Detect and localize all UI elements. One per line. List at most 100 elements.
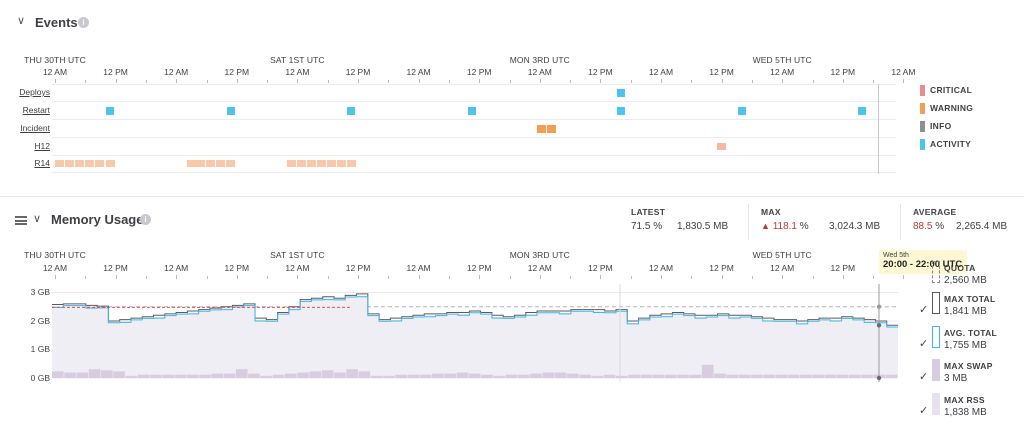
legend-check-icon[interactable]: ✓ [919, 371, 929, 383]
r14-event[interactable] [206, 160, 215, 167]
r14-event[interactable] [65, 160, 74, 167]
swap-bar [284, 373, 297, 378]
legend-series-value: 1,755 MB [944, 340, 987, 351]
stat-latest-label: LATEST [631, 207, 666, 217]
axis-hour-label: 12 PM [466, 67, 492, 77]
menu-icon[interactable] [15, 216, 27, 225]
legend-swatch[interactable] [932, 292, 940, 314]
axis-hour-label: 12 AM [770, 263, 795, 273]
swap-bar [370, 375, 383, 378]
r14-event[interactable] [327, 160, 336, 167]
event-row-label[interactable]: H12 [34, 141, 50, 151]
r14-event[interactable] [287, 160, 296, 167]
r14-event[interactable] [216, 160, 225, 167]
legend-swatch[interactable] [932, 261, 940, 283]
restart-event[interactable] [617, 107, 625, 115]
axis-tick [721, 275, 723, 279]
stat-average-label: AVERAGE [913, 207, 957, 217]
legend-swatch[interactable] [932, 359, 940, 381]
restart-event[interactable] [468, 107, 476, 115]
swap-bar [223, 373, 236, 378]
r14-event[interactable] [196, 160, 205, 167]
r14-event[interactable] [106, 160, 115, 167]
legend-series-name[interactable]: AVG. TOTAL [944, 328, 998, 338]
r14-event[interactable] [75, 160, 84, 167]
legend-swatch[interactable] [932, 326, 940, 348]
r14-event[interactable] [95, 160, 104, 167]
swap-bar [542, 372, 555, 378]
restart-event[interactable] [347, 107, 355, 115]
restart-event[interactable] [227, 107, 235, 115]
axis-day-label: WED 5TH UTC [752, 55, 812, 65]
swap-bar [383, 375, 395, 378]
deploy-event[interactable] [617, 89, 625, 97]
axis-tick [327, 276, 329, 279]
axis-hour-label: 12 PM [224, 263, 250, 273]
stat-max-pct-unit: % [799, 221, 809, 232]
info-icon[interactable]: i [78, 17, 89, 28]
event-row-label[interactable]: R14 [34, 158, 50, 168]
axis-tick [903, 275, 905, 279]
event-row-label[interactable]: Incident [20, 123, 50, 133]
restart-event[interactable] [738, 107, 746, 115]
axis-tick [509, 276, 511, 279]
axis-tick [55, 275, 56, 279]
axis-tick [358, 79, 359, 83]
swap-bar [640, 374, 653, 378]
swap-bar [125, 375, 138, 378]
swap-bar [616, 375, 628, 378]
swap-bar [444, 373, 457, 378]
swap-bar [665, 374, 677, 378]
h12-event[interactable] [717, 143, 726, 150]
legend-label: ACTIVITY [930, 139, 972, 149]
axis-tick [206, 276, 208, 279]
incident-event[interactable] [547, 125, 556, 133]
r14-event[interactable] [347, 160, 356, 167]
stat-max-value: ▲ 118.1 % [761, 221, 809, 232]
r14-event[interactable] [187, 160, 196, 167]
stat-average-pct: 88.5 [913, 221, 933, 232]
r14-event[interactable] [55, 160, 64, 167]
legend-check-icon[interactable]: ✓ [919, 405, 929, 417]
info-icon[interactable]: i [140, 214, 151, 225]
swap-bar [836, 374, 849, 378]
legend-series-name[interactable]: QUOTA [944, 263, 976, 273]
avg-total-line [52, 296, 898, 328]
event-row-label[interactable]: Restart [22, 105, 50, 115]
axis-tick [691, 276, 693, 279]
r14-event[interactable] [307, 160, 316, 167]
r14-event[interactable] [317, 160, 326, 167]
event-row-label[interactable]: Deploys [19, 87, 50, 97]
chevron-down-icon[interactable]: ∨ [17, 15, 26, 27]
r14-event[interactable] [337, 160, 346, 167]
tooltip-range: 20:00 - 22:00 UTC [883, 259, 963, 270]
axis-tick [812, 80, 814, 83]
incident-event[interactable] [537, 125, 546, 133]
swap-bar [689, 374, 702, 378]
axis-tick [812, 276, 814, 279]
legend-swatch[interactable] [932, 393, 940, 415]
legend-series-name[interactable]: MAX TOTAL [944, 294, 996, 304]
axis-hour-label: 12 AM [891, 67, 916, 77]
swap-bar [848, 374, 861, 378]
restart-event[interactable] [106, 107, 114, 115]
legend-series-name[interactable]: MAX SWAP [944, 361, 993, 371]
legend-check-icon[interactable]: ✓ [919, 304, 929, 316]
swap-bar [52, 371, 64, 378]
chevron-down-icon[interactable]: ∨ [33, 213, 42, 225]
memory-chart[interactable] [52, 284, 898, 382]
r14-event[interactable] [226, 160, 235, 167]
r14-event[interactable] [85, 160, 94, 167]
axis-tick [691, 80, 693, 83]
axis-tick [600, 275, 602, 279]
axis-tick [115, 275, 117, 279]
legend-check-icon[interactable]: ✓ [919, 338, 929, 350]
r14-event[interactable] [297, 160, 306, 167]
axis-tick [85, 276, 87, 279]
row-divider [52, 84, 896, 85]
legend-series-name[interactable]: MAX RSS [944, 395, 985, 405]
swap-bar [113, 371, 125, 378]
y-axis-label: 0 GB [30, 373, 50, 383]
swap-bar [88, 369, 101, 378]
restart-event[interactable] [858, 107, 866, 115]
